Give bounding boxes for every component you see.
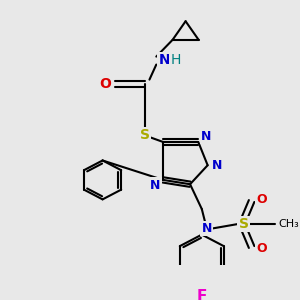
Text: CH₃: CH₃ bbox=[278, 219, 299, 229]
Text: S: S bbox=[140, 128, 150, 142]
Text: F: F bbox=[196, 289, 207, 300]
Text: O: O bbox=[100, 77, 111, 91]
Text: S: S bbox=[239, 217, 249, 231]
Text: N: N bbox=[158, 53, 170, 67]
Text: O: O bbox=[256, 193, 267, 206]
Text: N: N bbox=[202, 222, 212, 235]
Text: N: N bbox=[201, 130, 211, 143]
Text: O: O bbox=[256, 242, 267, 255]
Text: N: N bbox=[212, 159, 223, 172]
Text: N: N bbox=[150, 179, 160, 192]
Text: H: H bbox=[171, 53, 181, 67]
